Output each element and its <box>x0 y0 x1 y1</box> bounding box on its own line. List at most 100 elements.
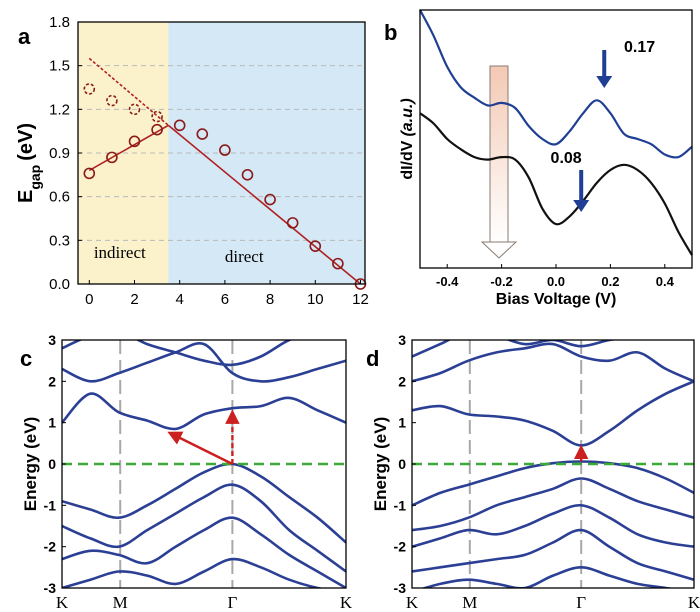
x-tick-label: 12 <box>352 291 369 308</box>
band-line <box>62 342 346 383</box>
y-tick-labels: -3 -2 -1 0 1 2 3 <box>44 332 66 596</box>
peak-label: 0.17 <box>624 39 655 56</box>
peak-annotations: 0.17 0.08 <box>551 39 655 212</box>
data-point <box>173 119 186 132</box>
data-point <box>332 257 344 270</box>
band-line <box>412 342 694 383</box>
transition-arrow <box>167 431 233 466</box>
y-tick-label: 1.5 <box>49 58 70 75</box>
band-line <box>62 483 346 573</box>
band-line <box>62 516 346 588</box>
fit-line <box>167 124 361 285</box>
panel-label-b: b <box>384 20 397 45</box>
y-axis-label-main: E <box>15 190 37 203</box>
y-axis-label: Egap (eV) <box>15 123 43 203</box>
data-points <box>83 83 367 290</box>
data-point <box>286 217 299 229</box>
panel-label-a: a <box>18 24 31 49</box>
data-point <box>151 123 163 136</box>
y-axis-label: dI/dV (a.u.) <box>399 98 416 179</box>
x-tick-label: 0.4 <box>656 274 675 289</box>
panel-b-chart: 0.17 0.08 -0.4 -0.2 0.0 0.2 0.4 Bias Voltage … <box>399 9 693 308</box>
x-tick-label: 0 <box>85 291 93 308</box>
k-point-label: K <box>688 593 700 612</box>
x-tick-label: 0.0 <box>547 274 565 289</box>
y-axis-label-sub: gap <box>27 165 43 190</box>
data-point <box>219 144 231 156</box>
data-point <box>128 135 141 148</box>
x-tick-label: -0.2 <box>490 274 512 289</box>
band-line <box>412 477 694 532</box>
x-tick-labels: 0 2 4 6 8 10 12 <box>85 280 369 308</box>
data-point <box>106 151 118 164</box>
x-tick-labels: -0.4 -0.2 0.0 0.2 0.4 <box>436 264 675 289</box>
data-point <box>151 110 163 123</box>
band-line <box>412 340 618 358</box>
spectrum-curve <box>419 112 693 256</box>
y-tick-label: -3 <box>394 580 407 596</box>
fit-lines <box>88 57 361 285</box>
spectra <box>419 9 693 256</box>
x-tick-label: 0.2 <box>601 274 619 289</box>
band-line <box>62 462 346 544</box>
k-point-label: K <box>406 593 419 612</box>
k-point-label: Γ <box>576 593 586 612</box>
transition-arrows <box>167 409 240 466</box>
peak-arrow-head <box>573 200 590 212</box>
data-point <box>128 103 141 116</box>
data-point <box>83 83 96 95</box>
y-tick-label: 3 <box>48 332 56 348</box>
panel-a-chart: 0.0 0.3 0.6 0.9 1.2 1.5 1.8 0 2 4 6 8 10 12 indirect… <box>15 14 369 308</box>
y-tick-label: 0 <box>398 456 406 472</box>
y-tick-label: -1 <box>394 497 407 513</box>
panel-label-d: d <box>366 346 379 371</box>
x-tick-label: 4 <box>176 291 184 308</box>
fit-line <box>88 124 169 172</box>
fit-line <box>88 57 169 126</box>
y-tick-label: -2 <box>44 539 57 555</box>
k-point-label: K <box>340 593 353 612</box>
y-axis-label-main: dI/dV <box>399 140 416 179</box>
direct-label: direct <box>225 247 264 266</box>
band-line <box>420 565 675 588</box>
y-tick-label: -3 <box>44 580 57 596</box>
k-point-label: M <box>462 593 477 612</box>
band-line <box>412 460 694 507</box>
y-tick-label: 0 <box>48 456 56 472</box>
data-point <box>196 128 209 140</box>
k-point-label: K <box>56 593 69 612</box>
bands <box>62 340 346 588</box>
y-tick-label: 0.6 <box>49 189 70 206</box>
gridlines <box>78 65 365 241</box>
x-tick-label: -0.4 <box>436 274 459 289</box>
x-tick-label: 8 <box>266 291 274 308</box>
x-axis-label: Bias Voltage (V) <box>496 291 617 308</box>
y-axis-label-unit: (eV) <box>15 123 37 161</box>
y-tick-label: 0.3 <box>49 232 70 249</box>
y-tick-label: 3 <box>398 332 406 348</box>
bands <box>412 340 694 588</box>
band-line <box>62 392 346 431</box>
y-tick-labels: 0.0 0.3 0.6 0.9 1.2 1.5 1.8 <box>49 14 82 293</box>
y-tick-label: -1 <box>44 497 57 513</box>
panel-label-c: c <box>20 346 32 371</box>
shift-arrow <box>480 65 518 259</box>
y-axis-label-unit: (a.u.) <box>399 98 416 136</box>
band-line <box>62 340 293 367</box>
band-line <box>412 380 694 447</box>
y-tick-label: 1.2 <box>49 101 70 118</box>
band-line <box>62 557 325 588</box>
panel-d-chart: -3 -2 -1 0 1 2 3 K M Γ K Energy (eV) <box>371 332 700 612</box>
x-tick-label: 6 <box>221 291 229 308</box>
y-tick-label: 1 <box>398 415 406 431</box>
y-tick-label: 1 <box>48 415 56 431</box>
k-point-label: Γ <box>227 593 237 612</box>
data-point <box>241 169 254 181</box>
y-tick-label: 1.8 <box>49 14 70 31</box>
indirect-label: indirect <box>94 243 146 262</box>
band-line <box>412 503 694 548</box>
